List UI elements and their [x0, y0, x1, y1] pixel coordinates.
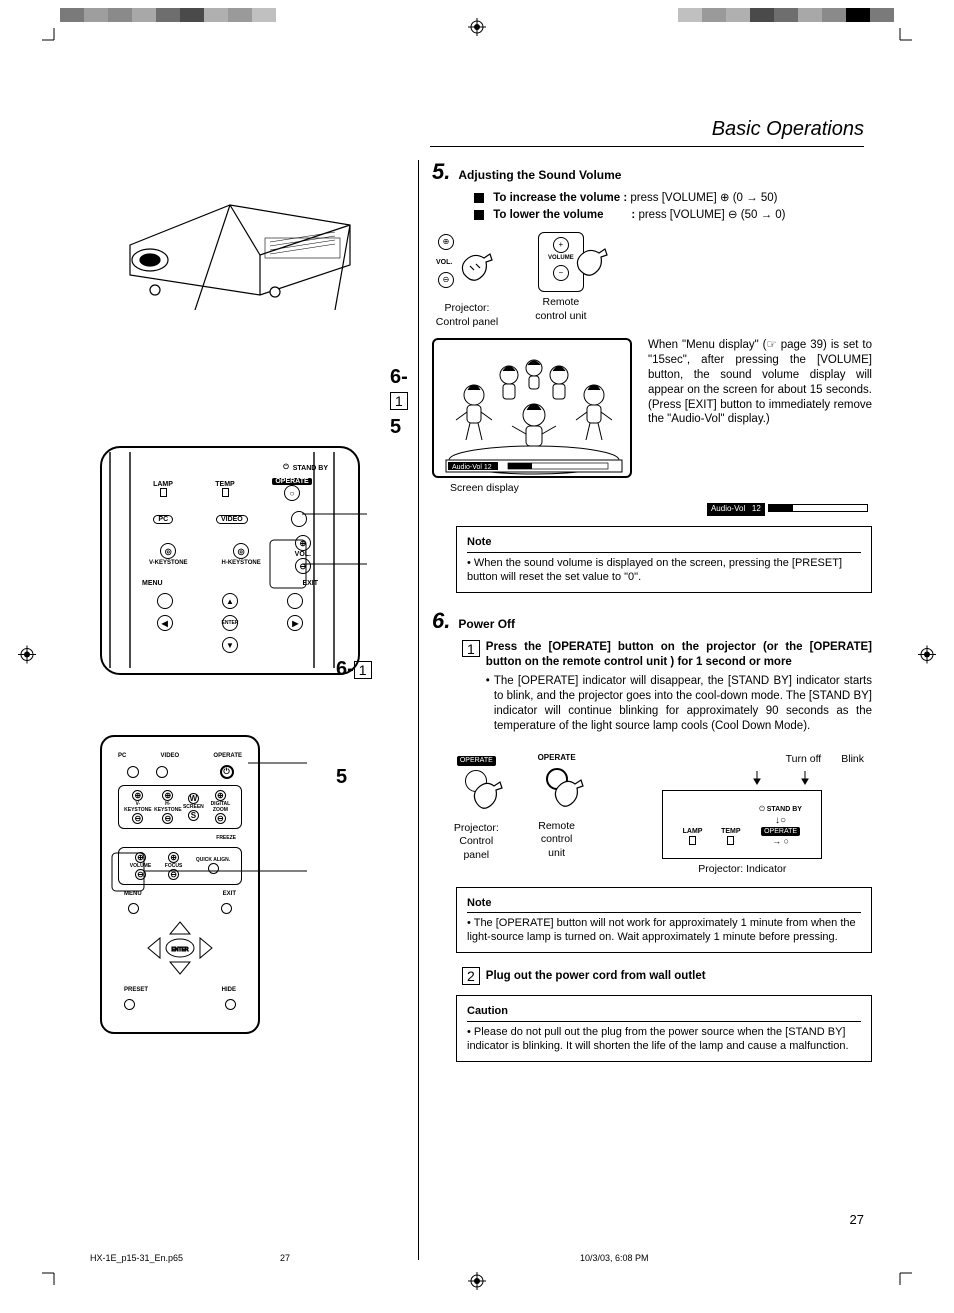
step-6-title: Power Off	[458, 617, 515, 633]
footer-filename: HX-1E_p15-31_En.p65	[90, 1253, 183, 1263]
increase-vol-label: To increase the volume :	[493, 192, 627, 204]
footer-page: 27	[280, 1253, 290, 1263]
callout-6-1b: 6-1	[336, 658, 372, 681]
remote-vol-icon: + VOLUME − Remote control unit	[535, 232, 586, 323]
square-bullet-icon	[474, 193, 484, 203]
column-divider	[418, 160, 419, 1260]
operate-label: OPERATE	[272, 478, 311, 485]
substep-1-box: 1	[462, 640, 480, 657]
temp-label: TEMP	[215, 481, 234, 488]
remote-pc: PC	[118, 753, 126, 759]
crop-mark	[42, 1265, 62, 1285]
registration-mark	[18, 645, 36, 668]
step5-note: Note • When the sound volume is displaye…	[456, 526, 872, 593]
registration-mark	[468, 1272, 486, 1295]
caution-box: Caution • Please do not pull out the plu…	[456, 995, 872, 1062]
lower-vol-label: To lower the volume	[493, 208, 628, 223]
callout-5b: 5	[336, 766, 347, 789]
colorbar-left	[60, 8, 276, 22]
footer-date: 10/3/03, 6:08 PM	[580, 1253, 649, 1263]
crop-mark	[42, 28, 62, 48]
registration-mark	[468, 18, 486, 41]
colorbar-right	[678, 8, 894, 22]
remote-control-diagram: PC VIDEO OPERATE ⏻ ⊕V-KEYSTONE⊖ ⊕H-KEYST…	[100, 735, 260, 1034]
callout-6-1: 6-1	[390, 366, 410, 412]
page-title: Basic Operations	[712, 118, 864, 141]
svg-text:Audio-Vol 12: Audio-Vol 12	[452, 464, 492, 471]
lamp-label: LAMP	[153, 481, 173, 488]
projector-vol-icon: ⊕ VOL. ⊖ Projector: Control panel	[432, 232, 502, 329]
projector-illustration	[100, 160, 410, 300]
step5-description: When "Menu display" (☞ page 39) is set t…	[648, 338, 872, 496]
step-5-number: 5.	[432, 158, 450, 187]
page-number: 27	[850, 1212, 864, 1227]
substep-2-box: 2	[462, 967, 480, 985]
substep-1-text: The [OPERATE] indicator will disappear, …	[494, 674, 872, 734]
registration-mark	[918, 645, 936, 668]
pc-button: PC	[153, 515, 173, 524]
increase-vol-text: press [VOLUME] ⊕ (0 → 50)	[630, 192, 777, 204]
svg-text:ENTER: ENTER	[172, 947, 189, 953]
callout-5a: 5	[390, 416, 401, 439]
menu-label: MENU	[142, 580, 163, 587]
crop-mark	[892, 1265, 912, 1285]
title-rule	[430, 146, 864, 147]
control-panel-diagram: ⏻STAND BY LAMP TEMP OPERATE○ PC VIDEO ◎V…	[100, 446, 360, 675]
operate-button	[291, 511, 307, 527]
crop-mark	[892, 28, 912, 48]
lower-vol-text: press [VOLUME] ⊖ (50 → 0)	[638, 209, 785, 221]
vkeystone-label: V-KEYSTONE	[149, 560, 188, 566]
step-5-title: Adjusting the Sound Volume	[458, 168, 621, 184]
enter-button: ENTER	[222, 615, 238, 631]
hkeystone-label: H-KEYSTONE	[221, 560, 260, 566]
standby-label: STAND BY	[293, 465, 328, 472]
remote-operate-icon: OPERATE Remote control unit	[533, 753, 581, 860]
remote-video: VIDEO	[161, 753, 180, 759]
remote-operate: OPERATE	[213, 753, 242, 759]
substep-1-title: Press the [OPERATE] button on the projec…	[486, 640, 872, 670]
step6-note: Note • The [OPERATE] button will not wor…	[456, 887, 872, 954]
step-6-number: 6.	[432, 607, 450, 636]
screen-display-figure: Audio-Vol 12 Screen display	[432, 338, 632, 496]
indicator-panel-figure: Turn offBlink LAMP TEMP ⏻ STAND BY ↓○ OP…	[613, 753, 872, 876]
projector-operate-icon: OPERATE Projector: Control panel	[452, 753, 501, 862]
video-button: VIDEO	[216, 515, 248, 524]
audiovol-bar: Audio-Vol 12	[432, 501, 868, 516]
substep-2-title: Plug out the power cord from wall outlet	[486, 969, 706, 984]
exit-label: EXIT	[302, 580, 318, 587]
vol-label: VOL.	[295, 551, 311, 558]
square-bullet-icon	[474, 210, 484, 220]
